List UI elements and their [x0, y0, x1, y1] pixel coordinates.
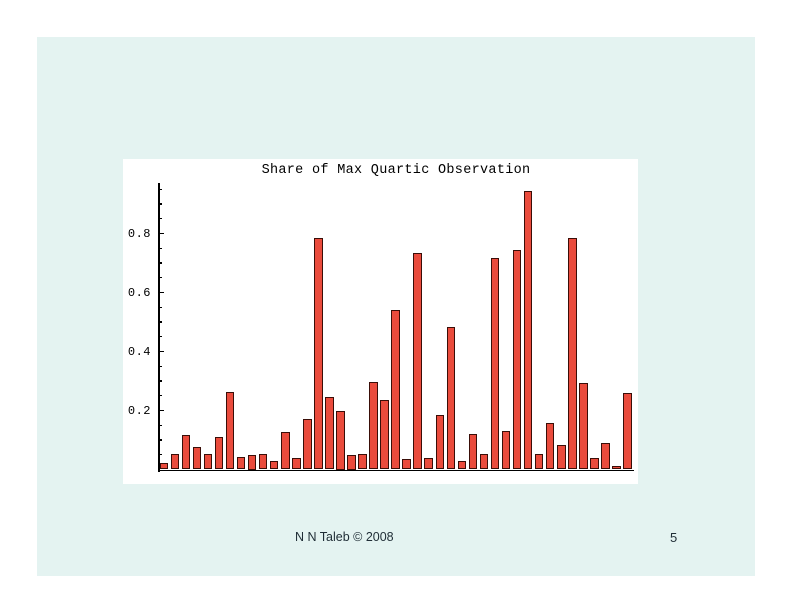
chart-panel: Share of Max Quartic Observation 0.2 0.4 0…	[123, 159, 638, 484]
bar	[579, 383, 588, 470]
bar	[280, 431, 290, 470]
y-tick-minor	[159, 306, 163, 308]
chart-title: Share of Max Quartic Observation	[261, 163, 531, 178]
bar	[291, 458, 301, 470]
bar	[325, 396, 334, 470]
page-number: 5	[670, 530, 678, 545]
bar	[391, 310, 400, 470]
y-tick-major	[159, 350, 165, 353]
x-axis	[158, 469, 634, 471]
bar	[269, 461, 279, 470]
bar	[601, 443, 610, 470]
bar	[468, 433, 478, 470]
bar	[534, 454, 544, 470]
bar	[347, 454, 356, 470]
slide: Share of Max Quartic Observation 0.2 0.4 0…	[37, 37, 755, 576]
bar	[258, 453, 268, 470]
bar	[490, 257, 500, 470]
y-tick-minor	[159, 395, 163, 397]
bar	[236, 456, 246, 470]
y-tick-minor	[159, 365, 163, 367]
y-tick-label: 0.6	[127, 285, 151, 300]
y-tick-minor	[159, 188, 163, 190]
bar	[303, 419, 312, 470]
y-tick-minor	[159, 321, 163, 323]
y-tick-minor	[159, 439, 163, 441]
bar	[170, 453, 180, 470]
y-tick-minor	[159, 247, 163, 249]
y-tick-minor	[159, 262, 163, 264]
bar	[424, 458, 434, 470]
y-tick-minor	[159, 277, 163, 279]
y-tick-minor	[159, 380, 163, 382]
y-tick-minor	[159, 454, 163, 456]
slide-footer: N N Taleb © 2008	[295, 530, 394, 544]
bar	[512, 249, 522, 470]
bar	[457, 461, 467, 470]
y-axis	[158, 183, 160, 472]
bar	[402, 459, 411, 470]
bar	[435, 414, 445, 470]
plot-area: Share of Max Quartic Observation 0.2 0.4 0…	[123, 159, 638, 484]
bar	[413, 252, 422, 470]
bar	[523, 191, 533, 470]
y-tick-label: 0.2	[127, 403, 151, 418]
bar	[159, 463, 169, 470]
bar	[446, 327, 456, 470]
bar	[612, 465, 621, 470]
bar	[203, 453, 213, 470]
y-tick-major	[159, 409, 165, 412]
bar	[314, 237, 323, 470]
bar	[214, 437, 224, 470]
y-tick-label: 0.8	[127, 226, 151, 241]
y-tick-minor	[159, 203, 163, 205]
bar	[623, 393, 632, 470]
y-tick-major	[159, 232, 165, 235]
y-tick-minor	[159, 336, 163, 338]
bar	[181, 434, 191, 470]
bar	[545, 422, 555, 470]
bar	[369, 381, 378, 470]
bar	[556, 445, 566, 470]
bar	[358, 453, 367, 470]
y-tick-minor	[159, 424, 163, 426]
y-tick-major	[159, 291, 165, 294]
bar	[247, 454, 257, 470]
bar	[590, 458, 599, 470]
bar	[192, 447, 202, 470]
bar	[501, 431, 511, 470]
y-tick-label: 0.4	[127, 344, 151, 359]
y-tick-minor	[159, 218, 163, 220]
bar	[225, 392, 235, 470]
bar	[567, 237, 577, 470]
bar	[380, 399, 389, 470]
bar	[336, 410, 345, 470]
bar	[479, 454, 489, 470]
